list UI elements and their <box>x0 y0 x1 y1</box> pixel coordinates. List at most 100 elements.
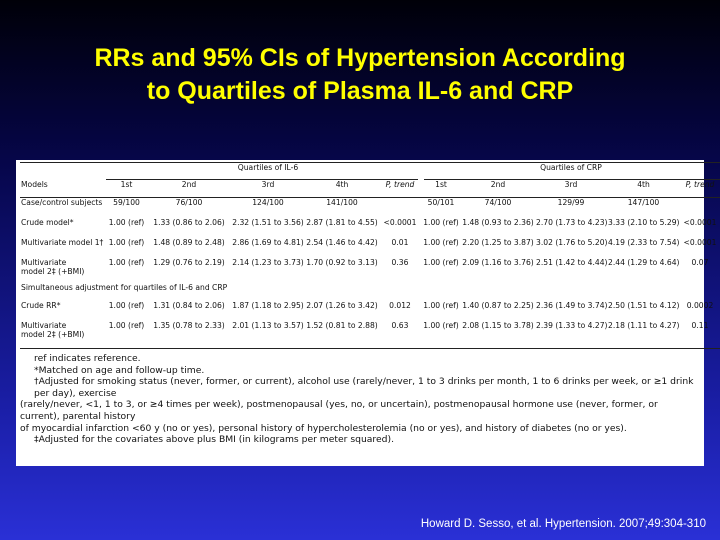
table-row: Multivariate model 1† 1.00 (ref) 1.48 (0.8… <box>20 238 720 258</box>
group-header-il6: Quartiles of IL-6 <box>231 162 305 179</box>
table-cell: 1.00 (ref) <box>423 218 459 227</box>
slide-title: RRs and 95% CIs of Hypertension Accordin… <box>20 42 700 108</box>
table-cell: 1.00 (ref) <box>423 301 459 310</box>
table-cell: 2.54 (1.46 to 4.42) <box>306 238 378 247</box>
row-label-line: Crude model* <box>21 218 74 227</box>
table-cell: 0.36 <box>391 258 409 267</box>
table-cell: 1.00 (ref) <box>108 218 145 227</box>
table-cell: 1.48 (0.93 to 2.36) <box>462 218 534 227</box>
row-label-line: Multivariate model 1† <box>21 238 104 247</box>
table-cell: 0.07 <box>691 258 709 267</box>
table-cell: 1.40 (0.87 to 2.25) <box>462 301 534 310</box>
table-cell: 0.63 <box>391 321 409 330</box>
footnote: ‡Adjusted for the covariates above plus … <box>34 434 394 446</box>
table-cell: 1.52 (0.81 to 2.88) <box>306 321 378 330</box>
table-cell: <0.0001 <box>683 238 717 247</box>
table-cell: 1.00 (ref) <box>423 238 459 247</box>
row-label-line: Crude RR* <box>21 301 61 310</box>
table-row: Crude RR* 1.00 (ref) 1.31 (0.84 to 2.06) 1.… <box>20 301 720 321</box>
table-cell: 0.012 <box>389 301 411 310</box>
slide-title-line-1: RRs and 95% CIs of Hypertension Accordin… <box>94 44 626 72</box>
footnote: ref indicates reference. <box>34 353 141 364</box>
table-cell: 74/100 <box>484 198 512 207</box>
row-label: Multivariate model 1† <box>20 238 106 258</box>
table-cell: 2.87 (1.81 to 4.55) <box>306 218 378 227</box>
table-cell: 1.48 (0.89 to 2.48) <box>153 238 225 247</box>
table-cell: 2.70 (1.73 to 4.23) <box>536 218 607 227</box>
table-cell: <0.0001 <box>383 218 417 227</box>
table-cell: 1.00 (ref) <box>108 258 145 267</box>
footnote: (rarely/never, <1, 1 to 3, or ≥4 times p… <box>20 399 658 422</box>
table-cell: 4.19 (2.33 to 7.54) <box>608 238 680 247</box>
table-cell: 0.01 <box>391 238 409 247</box>
table-cell: 2.86 (1.69 to 4.81) <box>232 238 304 247</box>
row-label-line: model 2‡ (+BMI) <box>21 330 85 339</box>
row-label: Crude RR* <box>20 301 106 321</box>
column-header: 1st <box>421 179 461 198</box>
table-cell: 2.50 (1.51 to 4.12) <box>608 301 680 310</box>
table-cell: 2.51 (1.42 to 4.44) <box>536 258 607 267</box>
table-row: Case/control subjects 59/100 76/100 124/100… <box>20 198 720 219</box>
table-cell: 2.14 (1.23 to 3.73) <box>232 258 304 267</box>
table-cell: 1.31 (0.84 to 2.06) <box>153 301 225 310</box>
table-cell: 1.35 (0.78 to 2.33) <box>153 321 225 330</box>
results-table: Quartiles of IL-6 Quartiles of CRP Model… <box>20 162 720 349</box>
column-header: 2nd <box>147 179 231 198</box>
table-cell: 1.00 (ref) <box>108 321 145 330</box>
table-cell: 1.87 (1.18 to 2.95) <box>232 301 304 310</box>
footnote: of myocardial infarction <60 y (no or ye… <box>20 422 627 434</box>
table-cell: 0.11 <box>691 321 709 330</box>
column-header: Models <box>20 179 106 198</box>
column-header: 4th <box>305 179 379 198</box>
table-cell: 2.20 (1.25 to 3.87) <box>462 238 534 247</box>
table-cell: 1.70 (0.92 to 3.13) <box>306 258 378 267</box>
table-cell: 147/100 <box>627 198 660 207</box>
table-cell: 2.32 (1.51 to 3.56) <box>232 218 304 227</box>
table-cell: 2.36 (1.49 to 3.74) <box>536 301 607 310</box>
row-label-line: Case/control subjects <box>21 198 103 207</box>
table-cell: 3.02 (1.76 to 5.20) <box>536 238 607 247</box>
table-cell: 0.0002 <box>686 301 714 310</box>
row-label-line: model 2‡ (+BMI) <box>21 267 85 276</box>
row-label: Multivariate model 2‡ (+BMI) <box>20 258 106 283</box>
column-header: 3rd <box>231 179 305 198</box>
row-label: Crude model* <box>20 218 106 238</box>
column-header: 4th <box>607 179 680 198</box>
group-header-crp: Quartiles of CRP <box>535 162 607 179</box>
table-cell: 2.44 (1.29 to 4.64) <box>608 258 680 267</box>
slide-title-line-2: to Quartiles of Plasma IL-6 and CRP <box>146 77 574 105</box>
table-cell: 129/99 <box>557 198 585 207</box>
table-cell: 2.08 (1.15 to 3.78) <box>462 321 534 330</box>
table-cell: 2.09 (1.16 to 3.76) <box>462 258 534 267</box>
column-header: P, trend <box>379 179 421 198</box>
table-cell: 3.33 (2.10 to 5.29) <box>608 218 680 227</box>
table-cell: 2.07 (1.26 to 3.42) <box>306 301 378 310</box>
table-row: Crude model* 1.00 (ref) 1.33 (0.86 to 2.06… <box>20 218 720 238</box>
table-cell <box>680 198 720 219</box>
table-cell: 1.00 (ref) <box>423 321 459 330</box>
table-cell: 59/100 <box>113 198 140 207</box>
table-cell: 1.00 (ref) <box>108 301 145 310</box>
table-row: Multivariate model 2‡ (+BMI) 1.00 (ref) 1.3… <box>20 321 720 346</box>
table-cell: 141/100 <box>326 198 358 207</box>
column-header: 3rd <box>535 179 607 198</box>
table-cell: 1.33 (0.86 to 2.06) <box>153 218 225 227</box>
table-row: Multivariate model 2‡ (+BMI) 1.00 (ref) 1.2… <box>20 258 720 283</box>
table-cell: 76/100 <box>175 198 203 207</box>
row-label-line: Multivariate <box>21 321 67 330</box>
column-header: 1st <box>106 179 147 198</box>
section-label: Simultaneous adjustment for quartiles of… <box>21 283 228 292</box>
table-cell: 1.00 (ref) <box>423 258 459 267</box>
table-cell: 2.39 (1.33 to 4.27) <box>536 321 607 330</box>
footnote: †Adjusted for smoking status (never, for… <box>34 376 694 399</box>
footnote: *Matched on age and follow-up time. <box>34 364 205 376</box>
citation: Howard D. Sesso, et al. Hypertension. 20… <box>420 518 706 530</box>
row-label: Multivariate model 2‡ (+BMI) <box>20 321 106 346</box>
table-cell: 50/101 <box>427 198 455 207</box>
table-header-row: Models 1st 2nd 3rd 4th P, trend 1st 2nd … <box>20 179 720 198</box>
table-cell: 124/100 <box>252 198 284 207</box>
table-cell: 2.01 (1.13 to 3.57) <box>232 321 304 330</box>
table-panel: Quartiles of IL-6 Quartiles of CRP Model… <box>16 160 720 466</box>
table-cell: 1.00 (ref) <box>108 238 145 247</box>
row-label: Case/control subjects <box>20 198 106 219</box>
